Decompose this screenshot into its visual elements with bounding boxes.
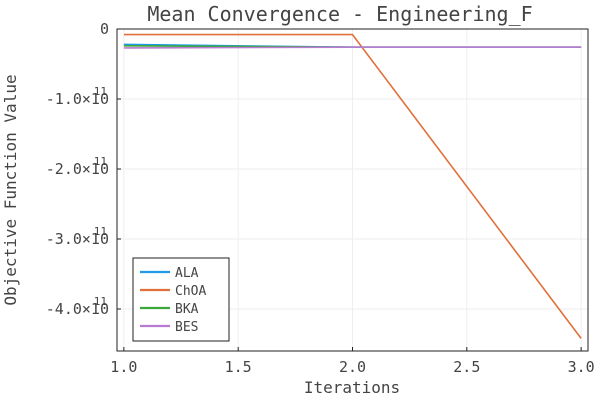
y-axis-label: Objective Function Value — [1, 74, 20, 305]
x-tick-label: 2.5 — [453, 358, 480, 376]
y-tick-exponent: 11 — [94, 85, 107, 98]
y-tick-exponent: 11 — [94, 295, 107, 308]
x-axis-label: Iterations — [304, 378, 400, 397]
series-layer — [123, 33, 582, 339]
legend-label-bes: BES — [175, 320, 198, 335]
y-tick-exponent: 11 — [94, 155, 107, 168]
legend-label-choa: ChOA — [175, 284, 206, 299]
chart-title: Mean Convergence - Engineering_F — [147, 2, 532, 26]
x-tick-label: 1.0 — [110, 358, 137, 376]
x-tick-label: 2.0 — [339, 358, 366, 376]
legend: ALA ChOA BKA BES — [132, 257, 230, 342]
y-tick-label: 0 — [100, 20, 109, 38]
legend-label-ala: ALA — [175, 266, 199, 281]
series-line-choa — [123, 33, 582, 339]
y-tick-label: -2.0×10 — [46, 160, 109, 178]
x-tick-labels: 1.0 1.5 2.0 2.5 3.0 — [110, 358, 594, 376]
y-tick-label: -3.0×10 — [46, 230, 109, 248]
legend-box — [132, 257, 230, 342]
x-tick-label: 1.5 — [225, 358, 252, 376]
x-tick-label: 3.0 — [568, 358, 595, 376]
y-tick-label: -4.0×10 — [46, 300, 109, 318]
legend-label-bka: BKA — [175, 302, 199, 317]
y-tick-label: -1.0×10 — [46, 90, 109, 108]
plot-frame — [116, 28, 589, 352]
y-tick-exponent: 11 — [94, 225, 107, 238]
series-line-bes — [123, 46, 582, 49]
